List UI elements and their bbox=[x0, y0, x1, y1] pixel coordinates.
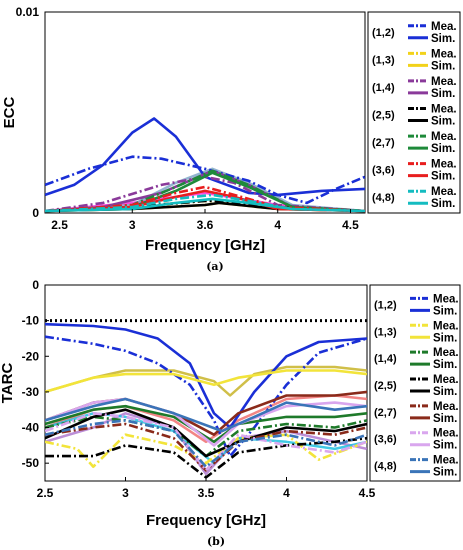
legend-mea-label: Mea. bbox=[433, 455, 459, 467]
legend-mea-label: Mea. bbox=[431, 131, 457, 143]
x-tick-label: 3.6 bbox=[197, 218, 214, 232]
legend-pair-label: (1,2) bbox=[372, 27, 395, 39]
legend-pair-label: (4,8) bbox=[374, 461, 397, 473]
legend-mea-label: Mea. bbox=[431, 104, 457, 116]
legend-mea-label: Mea. bbox=[433, 401, 459, 413]
series-0-sim-line bbox=[45, 322, 367, 429]
legend-pair-label: (2,5) bbox=[374, 380, 397, 392]
legend-sim-label: Sim. bbox=[433, 305, 457, 317]
series-0-mea-line bbox=[45, 155, 365, 205]
legend-box bbox=[367, 11, 461, 214]
legend-pair-label: (3,6) bbox=[374, 434, 397, 446]
legend-box bbox=[369, 284, 461, 482]
legend-mea-label: Mea. bbox=[431, 159, 457, 171]
x-tick-label: 4 bbox=[274, 218, 281, 232]
legend-sim-label: Sim. bbox=[431, 171, 455, 183]
legend-mea-label: Mea. bbox=[433, 293, 459, 305]
extra-curve-1 bbox=[45, 412, 367, 476]
legend-mea-label: Mea. bbox=[433, 374, 459, 386]
chart-panel-1: 2.5 3 3.5 4 4.5 0 -10 -20 -30 -40 -50 Frequency [GH… bbox=[0, 278, 461, 548]
legend-mea-label: Mea. bbox=[433, 347, 459, 359]
x-tick-label: 4.5 bbox=[342, 218, 359, 232]
legend-pair-label: (1,4) bbox=[372, 82, 395, 94]
x-tick-label: 2.5 bbox=[51, 218, 68, 232]
x-tick-label: 4.5 bbox=[359, 486, 376, 500]
legend-pair-label: (4,8) bbox=[372, 192, 395, 204]
legend-pair-label: (2,7) bbox=[372, 137, 395, 149]
series-3-sim-line bbox=[45, 408, 367, 458]
legend-sim-label: Sim. bbox=[431, 143, 455, 155]
legend-sim-label: Sim. bbox=[433, 467, 457, 479]
y-tick-label: -40 bbox=[22, 421, 40, 435]
series-6-mea-line bbox=[45, 193, 365, 213]
y-tick-label: -10 bbox=[22, 314, 40, 328]
x-tick-label: 3 bbox=[122, 486, 129, 500]
y-tick-label: 0 bbox=[32, 206, 39, 220]
legend-mea-label: Mea. bbox=[431, 48, 457, 60]
legend-mea-label: Mea. bbox=[431, 186, 457, 198]
series-5-sim-line bbox=[45, 397, 367, 447]
series-0-mea-line bbox=[45, 335, 367, 458]
x-axis-label: Frequency [GHz] bbox=[145, 237, 265, 254]
legend-mea-label: Mea. bbox=[431, 21, 457, 33]
series-group bbox=[45, 319, 367, 479]
panel-label: (a) bbox=[206, 260, 224, 273]
legend-pair-label: (1,3) bbox=[374, 326, 397, 338]
legend-mea-label: Mea. bbox=[433, 428, 459, 440]
legend-sim-label: Sim. bbox=[431, 60, 455, 72]
legend-pair-label: (1,4) bbox=[374, 353, 397, 365]
panel-label: (b) bbox=[207, 535, 225, 548]
legend-sim-label: Sim. bbox=[431, 116, 455, 128]
legend-pair-label: (2,5) bbox=[372, 110, 395, 122]
legend-pair-label: (1,2) bbox=[374, 299, 397, 311]
series-1-sim-line bbox=[45, 369, 367, 394]
chart-panel-0: 2.5 3 3.6 4 4.5 0 0.01 Frequency [GHz] ECC (a) (1,… bbox=[1, 5, 461, 273]
series-2-sim-line bbox=[45, 404, 367, 444]
y-tick-label: 0 bbox=[32, 278, 39, 292]
legend-sim-label: Sim. bbox=[433, 386, 457, 398]
y-tick-label: -20 bbox=[22, 349, 40, 363]
legend-sim-label: Sim. bbox=[433, 440, 457, 452]
plot-area bbox=[44, 11, 366, 214]
x-axis-label: Frequency [GHz] bbox=[146, 512, 266, 529]
x-tick-label: 3 bbox=[129, 218, 136, 232]
y-tick-label: -30 bbox=[22, 385, 40, 399]
legend-sim-label: Sim. bbox=[431, 198, 455, 210]
series-5-mea-line bbox=[45, 185, 365, 213]
legend-sim-label: Sim. bbox=[431, 33, 455, 45]
legend-pair-label: (3,6) bbox=[372, 165, 395, 177]
series-6-mea-line bbox=[45, 419, 367, 468]
y-axis-label: ECC bbox=[1, 96, 18, 128]
x-tick-label: 2.5 bbox=[37, 486, 54, 500]
series-0-sim-line bbox=[45, 117, 365, 197]
x-tick-label: 4 bbox=[283, 486, 290, 500]
y-tick-label: 0.01 bbox=[16, 5, 40, 19]
series-6-sim-line bbox=[45, 397, 367, 433]
x-tick-label: 3.5 bbox=[198, 486, 215, 500]
series-4-mea-line bbox=[45, 422, 367, 472]
y-axis-label: TARC bbox=[0, 363, 16, 404]
legend-sim-label: Sim. bbox=[433, 359, 457, 371]
legend-mea-label: Mea. bbox=[431, 76, 457, 88]
legend-sim-label: Sim. bbox=[433, 413, 457, 425]
legend-sim-label: Sim. bbox=[433, 332, 457, 344]
y-tick-label: -50 bbox=[22, 456, 40, 470]
legend-sim-label: Sim. bbox=[431, 88, 455, 100]
legend-pair-label: (1,3) bbox=[372, 54, 395, 66]
extra-curve-0 bbox=[45, 365, 367, 397]
legend-mea-label: Mea. bbox=[433, 320, 459, 332]
legend-pair-label: (2,7) bbox=[374, 407, 397, 419]
